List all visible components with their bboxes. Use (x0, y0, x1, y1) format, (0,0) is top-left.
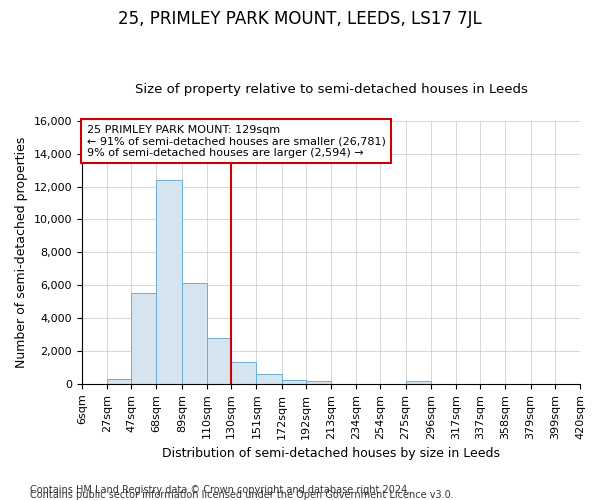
Bar (281, 380, 305, 384)
Bar (157, 180, 182, 384)
Bar (231, 362, 256, 384)
Bar (131, 292, 157, 384)
Bar (207, 338, 231, 384)
Bar (182, 283, 207, 384)
Title: Size of property relative to semi-detached houses in Leeds: Size of property relative to semi-detach… (134, 83, 527, 96)
Text: 25, PRIMLEY PARK MOUNT, LEEDS, LS17 7JL: 25, PRIMLEY PARK MOUNT, LEEDS, LS17 7JL (118, 10, 482, 28)
X-axis label: Distribution of semi-detached houses by size in Leeds: Distribution of semi-detached houses by … (162, 447, 500, 460)
Bar (107, 379, 131, 384)
Bar (305, 381, 331, 384)
Bar (256, 374, 281, 384)
Text: Contains public sector information licensed under the Open Government Licence v3: Contains public sector information licen… (30, 490, 454, 500)
Text: Contains HM Land Registry data © Crown copyright and database right 2024.: Contains HM Land Registry data © Crown c… (30, 485, 410, 495)
Y-axis label: Number of semi-detached properties: Number of semi-detached properties (15, 136, 28, 368)
Bar (406, 382, 431, 384)
Text: 25 PRIMLEY PARK MOUNT: 129sqm
← 91% of semi-detached houses are smaller (26,781): 25 PRIMLEY PARK MOUNT: 129sqm ← 91% of s… (87, 124, 386, 158)
